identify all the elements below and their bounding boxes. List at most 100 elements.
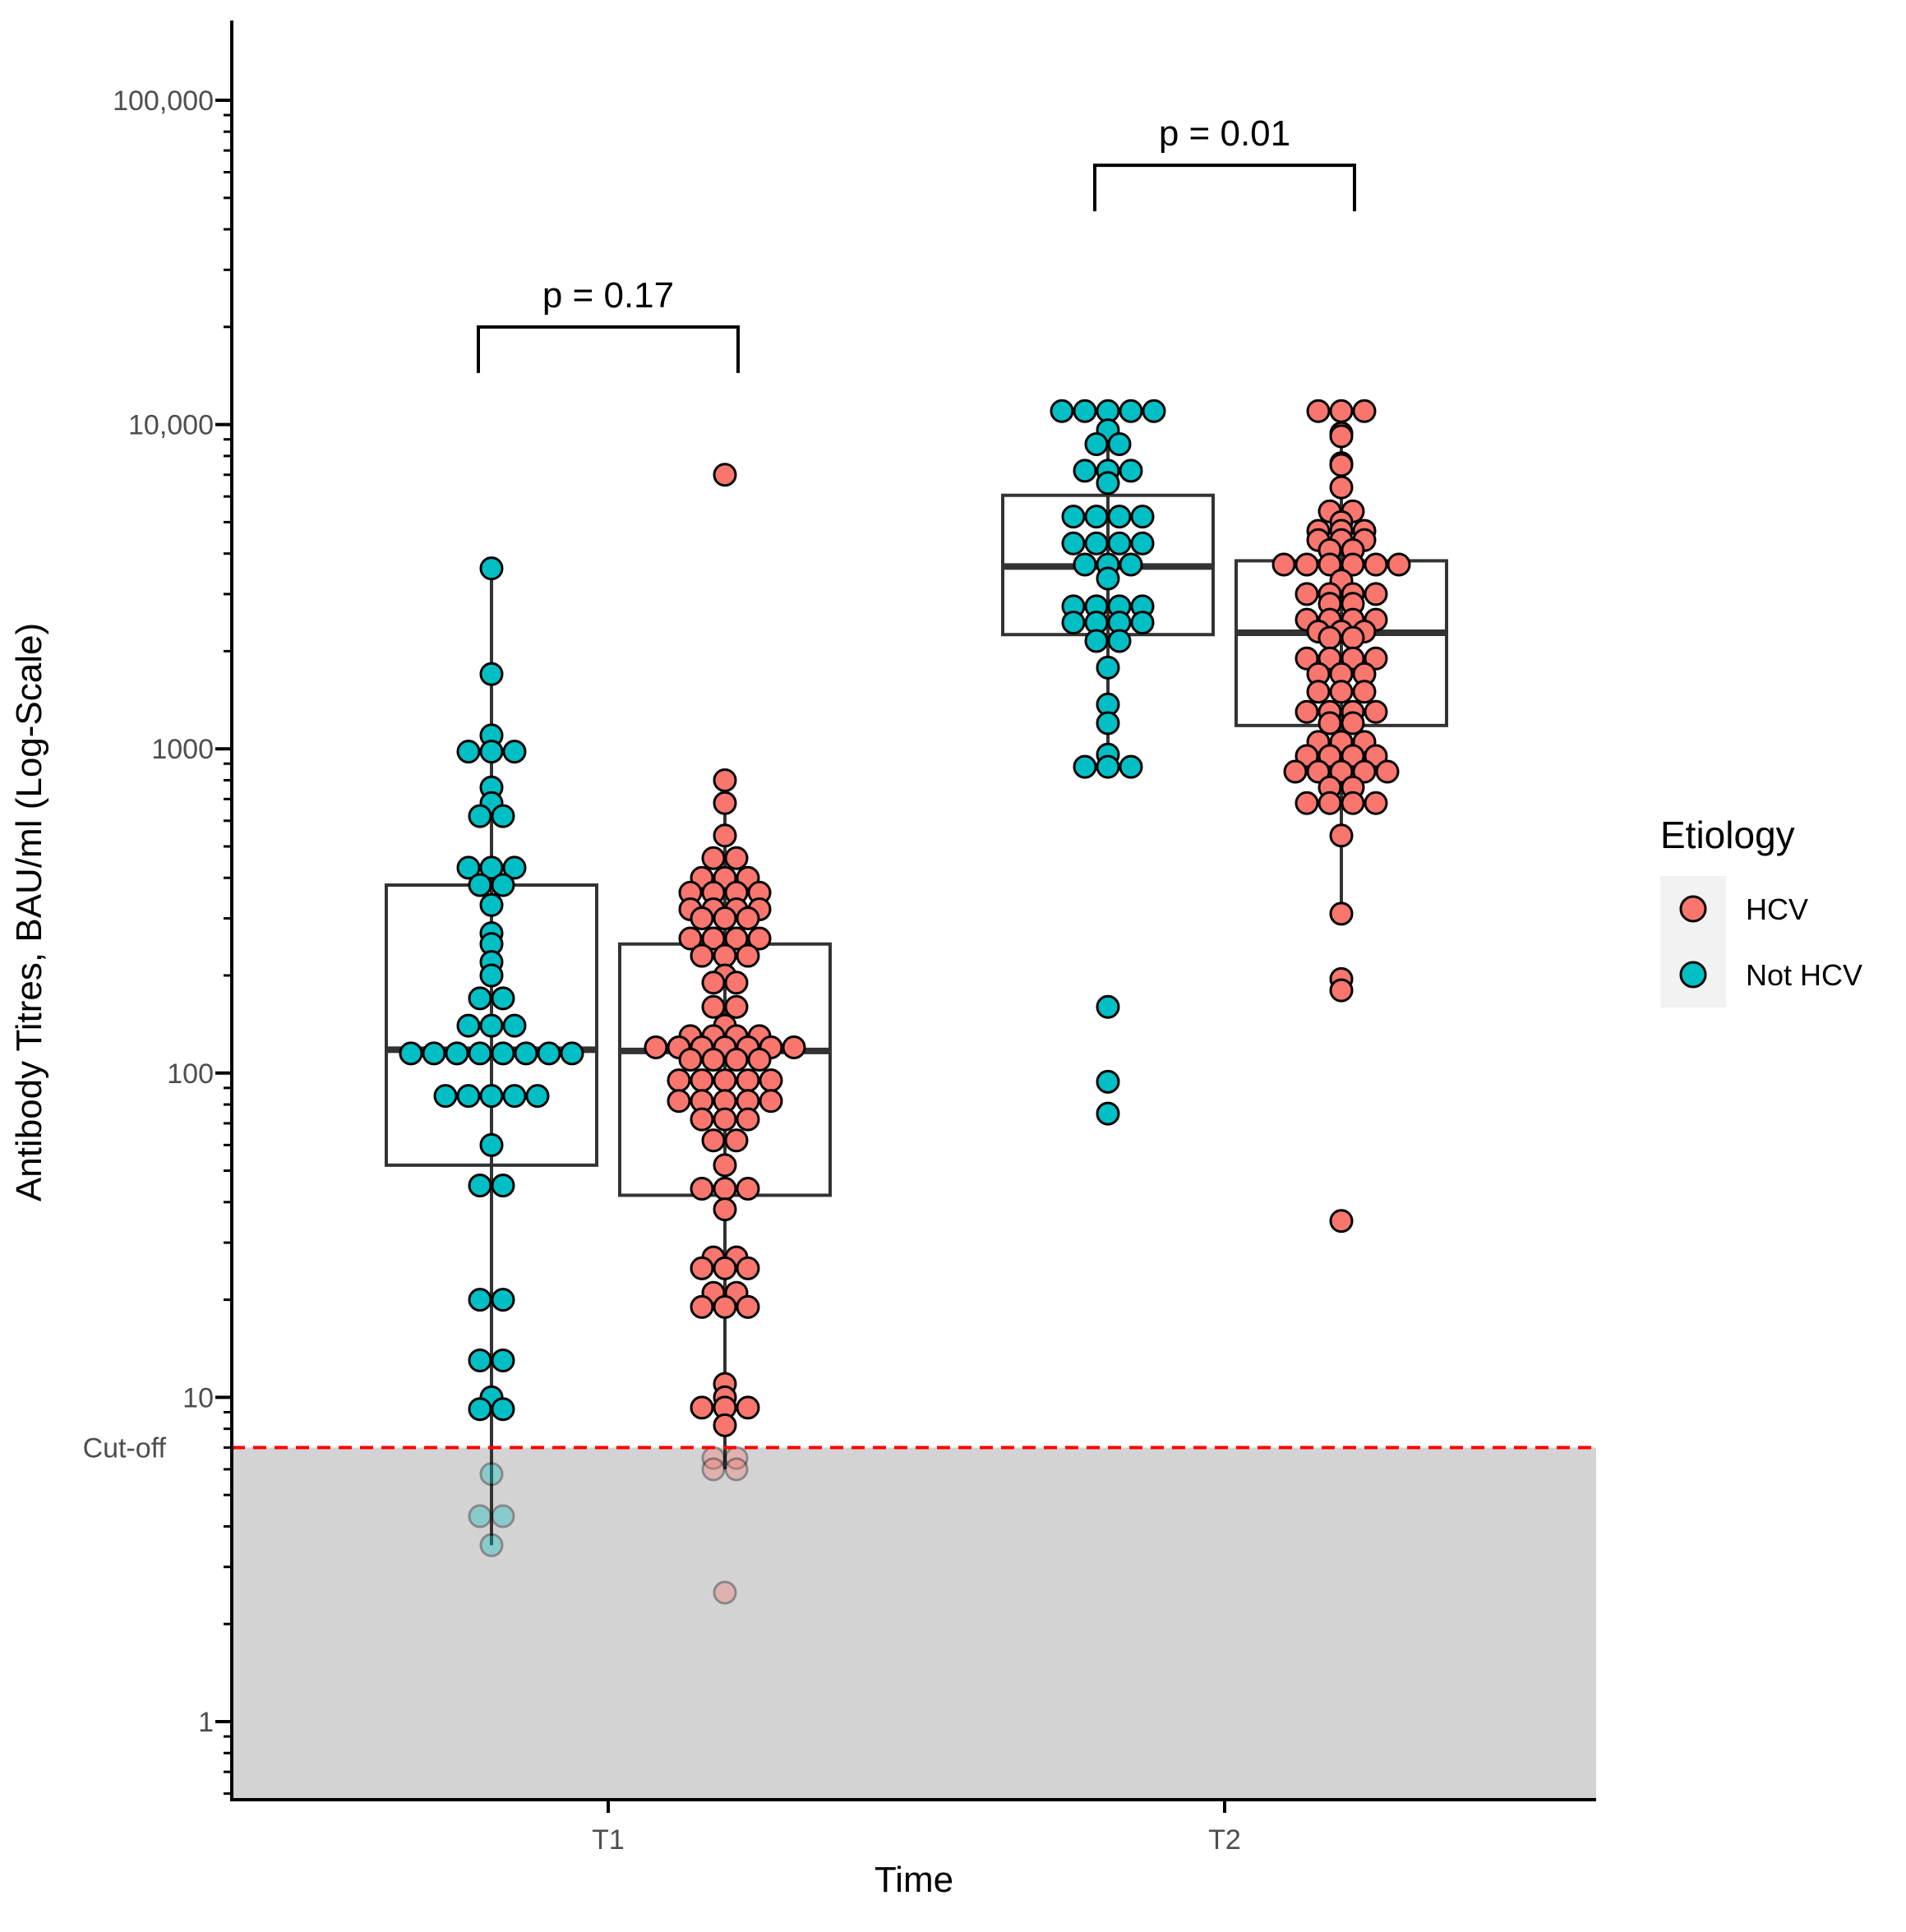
data-point	[724, 1457, 749, 1482]
data-point	[468, 873, 492, 897]
data-point	[1084, 431, 1109, 456]
data-point	[667, 1068, 691, 1093]
data-point	[713, 1580, 737, 1605]
data-point	[537, 1041, 561, 1066]
data-point	[1329, 475, 1354, 500]
data-point	[667, 1089, 691, 1114]
data-point	[1050, 399, 1074, 423]
data-point	[736, 1256, 760, 1280]
data-point	[468, 1173, 492, 1198]
data-point	[678, 1047, 703, 1072]
data-point	[736, 943, 760, 968]
p-value-label: p = 0.01	[1159, 113, 1290, 154]
data-point	[1329, 759, 1354, 784]
data-point	[1364, 582, 1388, 606]
data-point	[445, 1041, 469, 1066]
data-point	[514, 1041, 538, 1066]
data-point	[1107, 531, 1132, 556]
data-point	[724, 1128, 749, 1153]
data-point	[560, 1041, 584, 1066]
data-point	[1061, 505, 1086, 529]
data-point	[713, 463, 737, 487]
data-point	[644, 1035, 668, 1060]
data-point	[736, 1107, 760, 1132]
data-point	[1375, 759, 1400, 784]
data-point	[456, 740, 481, 764]
data-point	[690, 1068, 714, 1093]
data-point	[1084, 531, 1109, 556]
cutoff-label: Cut-off	[83, 1433, 167, 1464]
data-point	[724, 994, 749, 1019]
data-point	[399, 1041, 423, 1066]
data-point	[479, 892, 504, 917]
data-point	[713, 823, 737, 848]
data-point	[1318, 646, 1342, 671]
significance-bracket	[477, 325, 740, 373]
data-point	[456, 1084, 481, 1109]
data-point	[491, 1041, 515, 1066]
data-point	[1364, 791, 1388, 815]
data-point	[713, 943, 737, 968]
data-point	[1119, 552, 1143, 577]
data-point	[713, 906, 737, 931]
data-point	[690, 1176, 714, 1201]
data-point	[479, 1132, 504, 1157]
data-point	[1119, 754, 1143, 779]
data-point	[491, 1397, 515, 1422]
data-point	[1329, 399, 1354, 423]
data-point	[713, 1413, 737, 1437]
data-point	[456, 855, 481, 880]
data-point	[724, 971, 749, 995]
data-point	[713, 1176, 737, 1201]
data-point	[1306, 759, 1331, 784]
data-point	[491, 804, 515, 828]
data-point	[1130, 611, 1155, 635]
data-point	[701, 926, 726, 951]
data-point	[678, 926, 703, 951]
data-point	[1341, 744, 1365, 768]
data-point	[1130, 505, 1155, 529]
data-point	[1318, 552, 1342, 577]
data-point	[1364, 646, 1388, 671]
data-point	[747, 926, 772, 951]
legend: Etiology HCV Not HCV	[1660, 814, 1862, 1007]
below-cutoff-shade	[232, 1447, 1596, 1800]
data-point	[701, 1128, 726, 1153]
data-point	[1271, 552, 1296, 577]
data-point	[1096, 1101, 1120, 1126]
data-point	[713, 768, 737, 792]
data-point	[479, 855, 504, 880]
data-point	[1096, 471, 1120, 496]
axes: 1 10 100 1000 10,000 100,000 T1 T2	[113, 21, 1596, 1856]
data-point	[479, 740, 504, 764]
data-point	[736, 1294, 760, 1319]
data-point	[713, 1294, 737, 1319]
data-point	[1283, 759, 1308, 784]
data-point	[701, 994, 726, 1019]
data-point	[1341, 646, 1365, 671]
legend-key-swatch	[1679, 895, 1707, 923]
data-point	[456, 1013, 481, 1038]
data-point	[759, 1089, 783, 1114]
data-point	[701, 971, 726, 995]
x-tick-label: T1	[592, 1824, 625, 1856]
data-point	[502, 1013, 527, 1038]
data-point	[1096, 711, 1120, 735]
data-point	[1096, 566, 1120, 591]
data-point	[479, 963, 504, 988]
data-point	[502, 740, 527, 764]
data-point	[1341, 625, 1365, 650]
data-point	[1318, 744, 1342, 768]
data-point	[713, 1107, 737, 1132]
data-point	[1329, 823, 1354, 848]
data-point	[747, 1047, 772, 1072]
data-point	[1329, 978, 1354, 1003]
data-point	[1352, 759, 1377, 784]
data-point	[1084, 505, 1109, 529]
significance-brackets: p = 0.17 p = 0.01	[477, 113, 1356, 373]
data-point	[1295, 699, 1319, 724]
data-point	[491, 986, 515, 1011]
data-point	[690, 1107, 714, 1132]
data-point	[502, 855, 527, 880]
data-point	[1061, 611, 1086, 635]
